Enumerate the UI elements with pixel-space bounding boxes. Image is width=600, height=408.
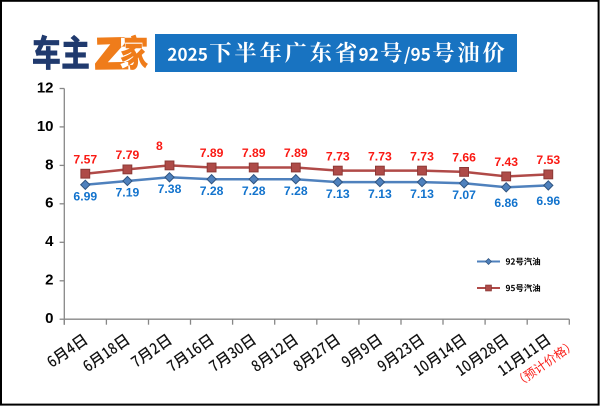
svg-text:7.28: 7.28 bbox=[284, 184, 308, 198]
svg-text:7.89: 7.89 bbox=[284, 146, 308, 160]
svg-text:8: 8 bbox=[45, 156, 53, 173]
svg-text:7.53: 7.53 bbox=[536, 153, 560, 167]
svg-text:7.28: 7.28 bbox=[242, 184, 266, 198]
svg-text:6: 6 bbox=[45, 195, 53, 212]
svg-text:7.73: 7.73 bbox=[326, 149, 350, 163]
svg-text:6.86: 6.86 bbox=[494, 196, 518, 210]
svg-text:7.13: 7.13 bbox=[410, 187, 434, 201]
svg-text:7.79: 7.79 bbox=[116, 148, 140, 162]
svg-text:7.73: 7.73 bbox=[368, 149, 392, 163]
svg-text:12: 12 bbox=[37, 79, 54, 96]
svg-text:7.89: 7.89 bbox=[200, 146, 224, 160]
svg-text:7.28: 7.28 bbox=[200, 184, 224, 198]
svg-text:7.43: 7.43 bbox=[494, 155, 518, 169]
svg-text:7.13: 7.13 bbox=[368, 187, 392, 201]
svg-text:7.07: 7.07 bbox=[452, 188, 476, 202]
svg-text:10: 10 bbox=[37, 118, 54, 135]
svg-text:6.96: 6.96 bbox=[536, 194, 560, 208]
svg-text:7.19: 7.19 bbox=[116, 186, 140, 200]
svg-text:8: 8 bbox=[156, 139, 163, 153]
svg-text:7.73: 7.73 bbox=[410, 149, 434, 163]
svg-text:7.57: 7.57 bbox=[73, 152, 97, 166]
svg-text:7.38: 7.38 bbox=[158, 182, 182, 196]
svg-text:7.66: 7.66 bbox=[452, 151, 476, 165]
svg-text:4: 4 bbox=[45, 233, 54, 250]
svg-text:7.13: 7.13 bbox=[326, 187, 350, 201]
svg-text:6.99: 6.99 bbox=[73, 190, 97, 204]
svg-text:0: 0 bbox=[45, 310, 53, 327]
svg-text:2: 2 bbox=[45, 272, 53, 289]
svg-text:7.89: 7.89 bbox=[242, 146, 266, 160]
